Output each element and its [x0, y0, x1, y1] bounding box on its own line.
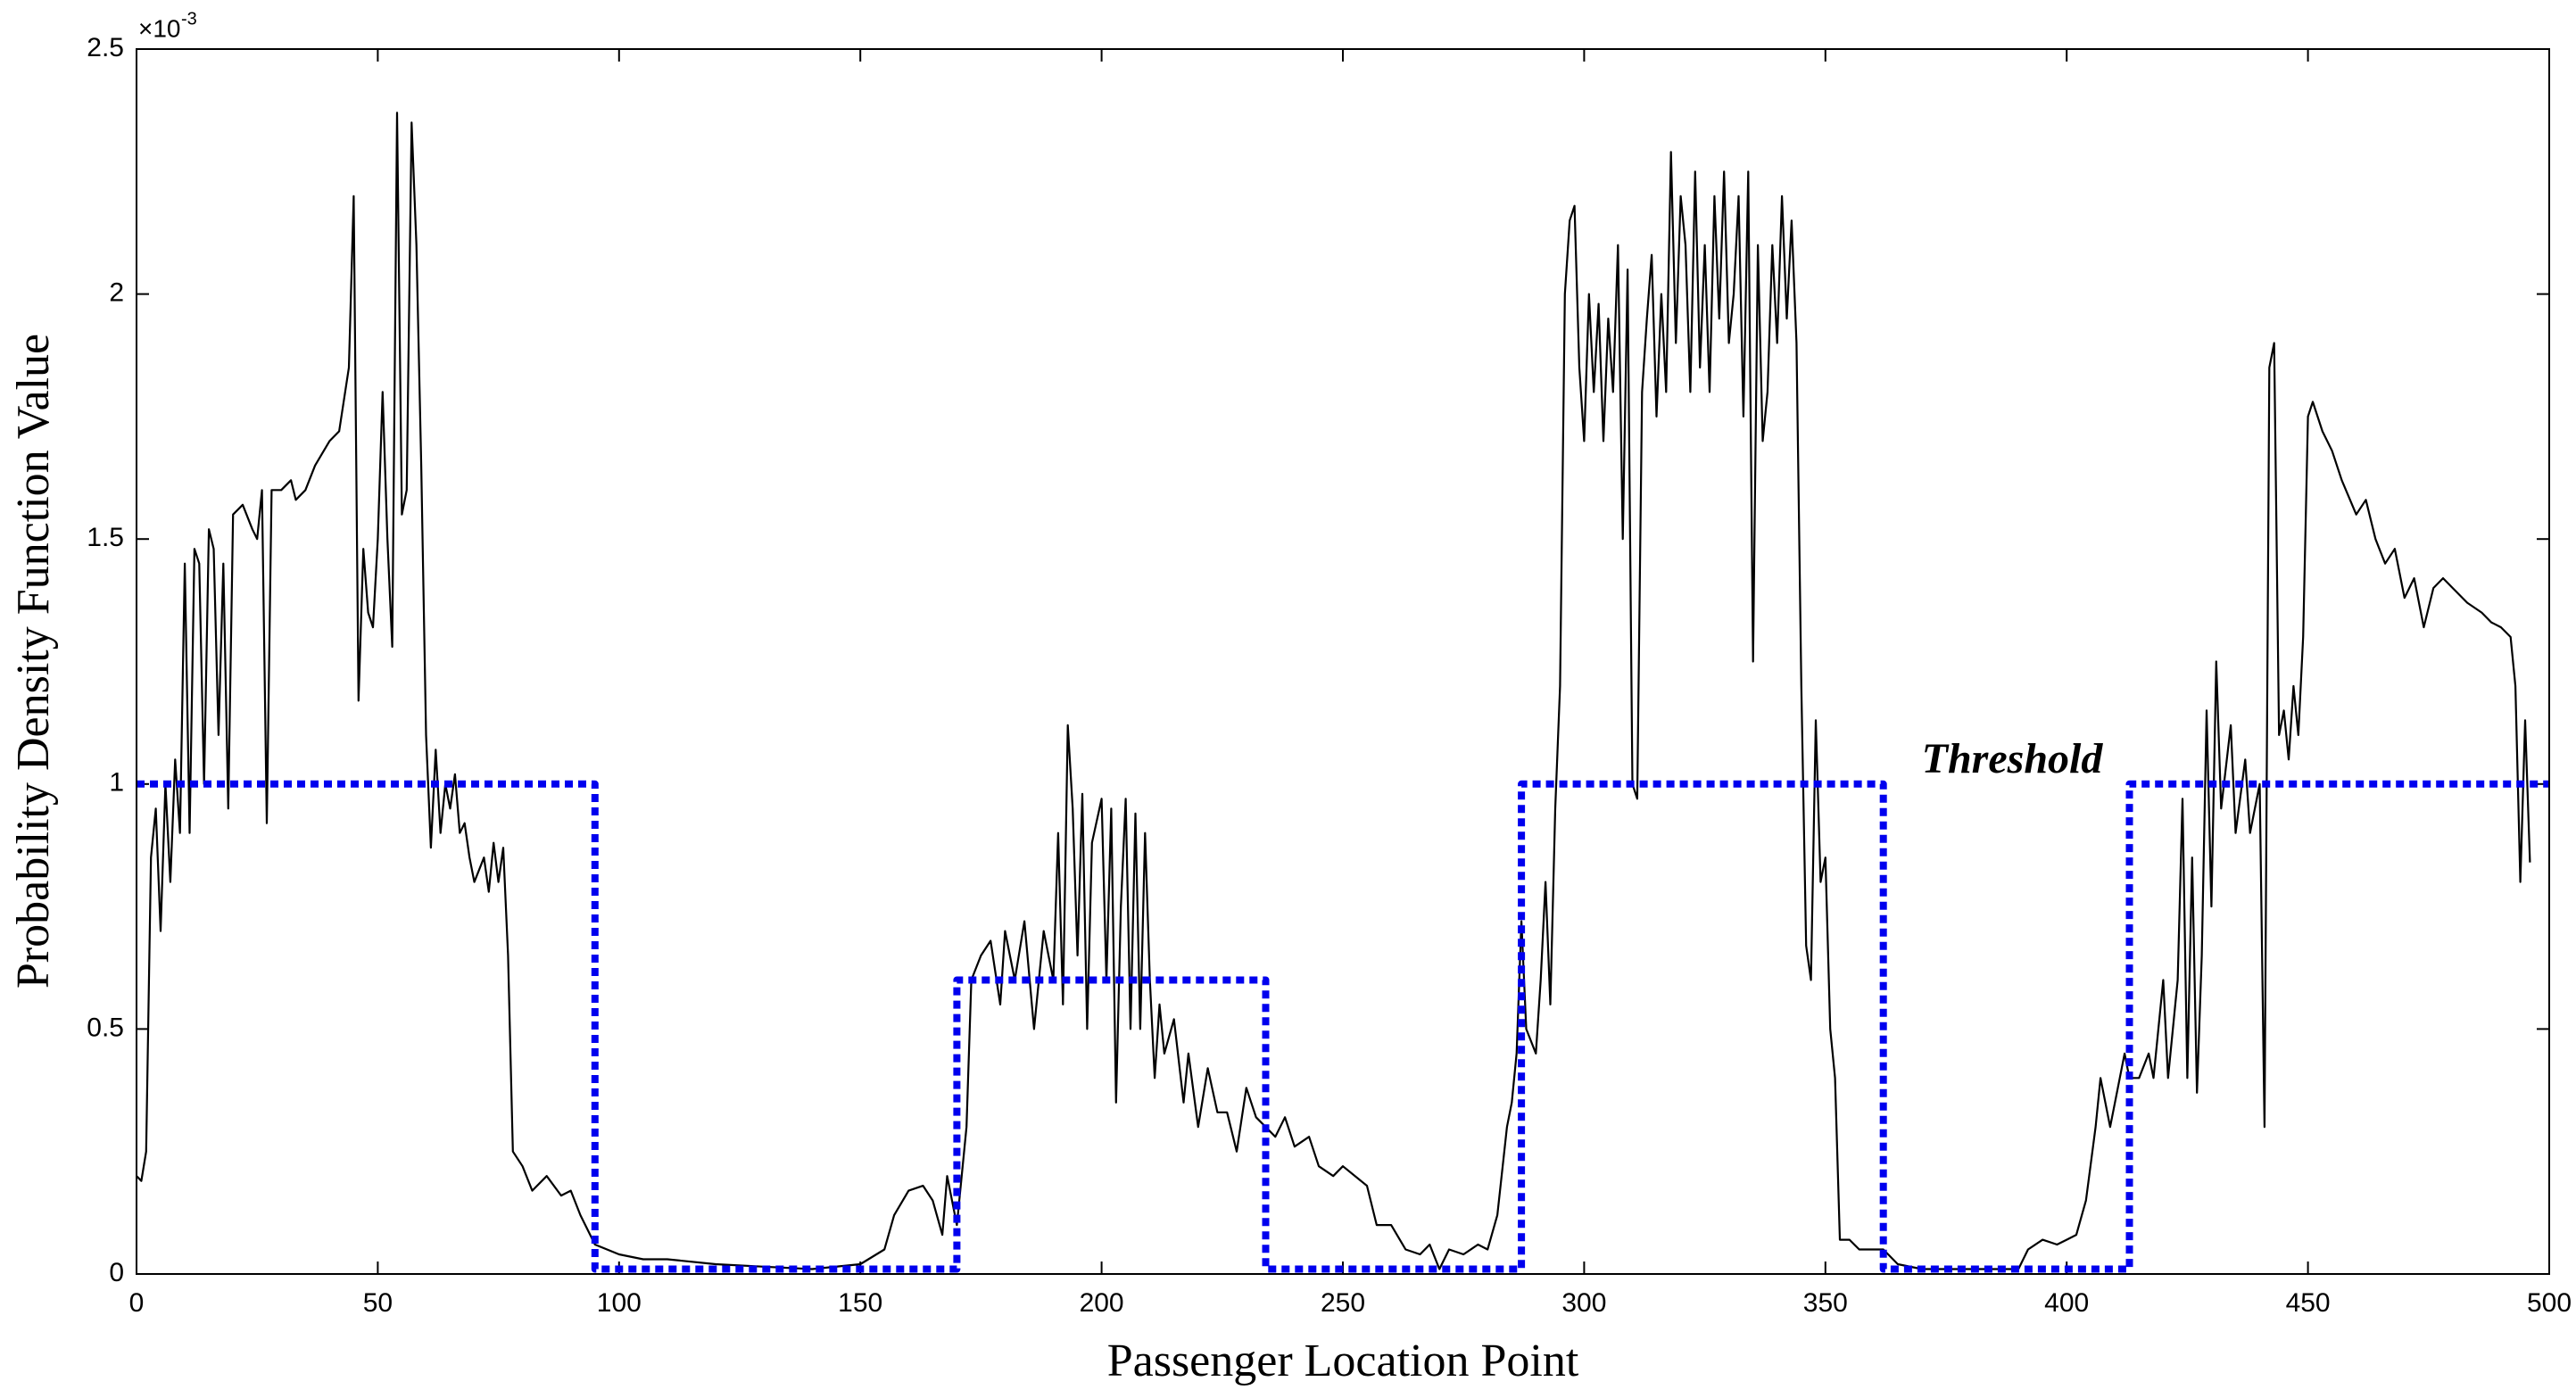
- y-tick-label: 0: [109, 1258, 124, 1287]
- x-tick-label: 400: [2044, 1288, 2089, 1318]
- x-tick-label: 300: [1561, 1288, 1606, 1318]
- y-tick-label: 1: [109, 768, 124, 798]
- x-tick-label: 50: [363, 1288, 393, 1318]
- x-tick-label: 500: [2527, 1288, 2572, 1318]
- threshold-annotation: Threshold: [1922, 735, 2104, 782]
- threshold-line: [137, 780, 2549, 1273]
- y-multiplier-base: ×10: [138, 14, 181, 42]
- y-axis-label: Probability Density Function Value: [8, 334, 59, 989]
- y-multiplier-exponent: -3: [181, 9, 197, 29]
- y-tick-label: 1.5: [87, 523, 124, 552]
- x-tick-label: 350: [1803, 1288, 1848, 1318]
- y-tick-label: 2: [109, 278, 124, 308]
- x-tick-label: 200: [1080, 1288, 1124, 1318]
- x-tick-label: 450: [2286, 1288, 2331, 1318]
- x-tick-label: 0: [129, 1288, 145, 1318]
- x-tick-label: 150: [838, 1288, 882, 1318]
- data-line: [136, 112, 2531, 1270]
- plot-frame: [136, 48, 2550, 1275]
- y-tick-label: 0.5: [87, 1013, 124, 1042]
- x-tick-label: 250: [1321, 1288, 1365, 1318]
- y-tick-label: 2.5: [87, 33, 124, 62]
- x-tick-label: 100: [597, 1288, 642, 1318]
- x-axis-label: Passenger Location Point: [1107, 1336, 1579, 1386]
